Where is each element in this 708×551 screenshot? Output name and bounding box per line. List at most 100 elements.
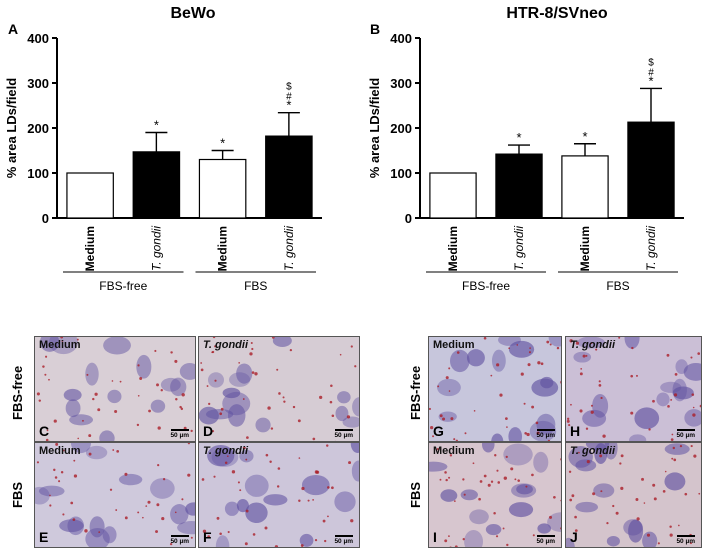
lipid-droplet: [214, 345, 217, 348]
cell-nucleus: [660, 381, 682, 393]
bar: [66, 172, 114, 219]
lipid-droplet: [252, 533, 256, 536]
x-tick-label: Medium: [83, 226, 97, 271]
lipid-droplet: [160, 389, 163, 392]
cell-nucleus: [263, 494, 288, 506]
lipid-droplet: [527, 363, 531, 367]
lipid-droplet: [590, 404, 593, 407]
charts-svg: A BeWo % area LDs/field 0 100 200 300 400 Medium…: [4, 5, 684, 293]
chart-title: HTR-8/SVneo: [506, 5, 608, 22]
lipid-droplet: [94, 392, 98, 396]
micrograph-label: T. gondii: [203, 339, 249, 351]
lipid-droplet: [549, 515, 553, 519]
lipid-droplet: [652, 483, 656, 487]
lipid-droplet: [579, 372, 583, 376]
lipid-droplet: [322, 519, 326, 523]
y-tick-label: 100: [390, 166, 412, 181]
lipid-droplet: [350, 345, 353, 348]
lipid-droplet: [479, 480, 483, 483]
micrograph-label: T. gondii: [570, 445, 616, 457]
lipid-droplet: [671, 457, 674, 460]
lipid-droplet: [692, 406, 695, 409]
scale-bar: [335, 429, 353, 431]
lipid-droplet: [439, 414, 443, 418]
lipid-droplet: [55, 443, 59, 446]
lipid-droplet: [156, 503, 160, 507]
lipid-droplet: [216, 516, 220, 520]
row-label-right-fbs-free: FBS-free: [408, 365, 423, 420]
lipid-droplet: [453, 438, 456, 441]
cell-nucleus: [429, 461, 448, 472]
lipid-droplet: [630, 411, 634, 415]
cell-nucleus: [533, 451, 549, 473]
significance-mark: *: [582, 129, 587, 144]
lipid-droplet: [53, 468, 56, 472]
cell-nucleus: [503, 443, 533, 466]
cell-nucleus: [516, 484, 533, 495]
cell-nucleus: [224, 501, 240, 516]
lipid-droplet: [314, 538, 318, 542]
lipid-droplet: [124, 516, 128, 520]
lipid-droplet: [536, 431, 540, 435]
lipid-droplet: [180, 407, 184, 411]
lipid-droplet: [354, 365, 357, 368]
cell-nucleus: [107, 389, 122, 404]
lipid-droplet: [242, 398, 245, 400]
cell-nucleus: [672, 386, 694, 400]
micrograph-texture: [566, 337, 701, 441]
lipid-droplet: [190, 429, 193, 433]
bar: [561, 155, 609, 219]
cell-nucleus: [656, 392, 670, 407]
cell-nucleus: [629, 434, 647, 441]
row-label-right-fbs: FBS: [408, 482, 423, 508]
lipid-droplet: [312, 437, 316, 441]
cell-nucleus: [342, 416, 359, 428]
lipid-droplet: [582, 354, 586, 358]
lipid-droplet: [490, 480, 494, 483]
cell-nucleus: [548, 337, 561, 347]
cell-nucleus: [170, 504, 189, 525]
cell-nucleus: [575, 501, 598, 513]
lipid-droplet: [648, 428, 651, 431]
cell-nucleus: [177, 521, 195, 535]
lipid-droplet: [566, 419, 570, 423]
cell-nucleus: [160, 377, 181, 392]
micrograph-texture: [429, 337, 561, 441]
lipid-droplet: [487, 483, 491, 487]
lipid-droplet: [525, 485, 528, 488]
lipid-droplet: [98, 531, 101, 534]
lipid-droplet: [174, 359, 178, 363]
lipid-droplet: [38, 399, 41, 402]
y-tick-label: 300: [27, 76, 49, 91]
cell-nucleus: [464, 529, 484, 547]
lipid-droplet: [560, 380, 561, 384]
lipid-droplet: [569, 339, 573, 343]
lipid-droplet: [142, 516, 144, 519]
lipid-droplet: [190, 536, 193, 539]
lipid-droplet: [615, 511, 619, 515]
significance-mark: *: [648, 73, 653, 88]
lipid-droplet: [327, 486, 330, 489]
cell-nucleus: [485, 524, 502, 536]
cell-nucleus: [70, 443, 92, 454]
lipid-droplet: [455, 439, 458, 441]
lipid-droplet: [448, 390, 451, 392]
lipid-droplet: [224, 461, 228, 464]
lipid-droplet: [619, 462, 622, 465]
lipid-droplet: [312, 498, 315, 501]
lipid-droplet: [620, 486, 624, 490]
lipid-droplet: [114, 409, 118, 414]
cell-nucleus: [350, 443, 359, 454]
lipid-droplet: [298, 499, 301, 502]
lipid-droplet: [490, 374, 493, 377]
lipid-droplet: [329, 400, 333, 404]
panel-letter: A: [8, 21, 18, 37]
cell-nucleus: [272, 337, 292, 348]
cell-nucleus: [466, 349, 485, 367]
lipid-droplet: [520, 372, 524, 376]
lipid-droplet: [271, 337, 275, 339]
lipid-droplet: [673, 393, 678, 397]
lipid-droplet: [677, 524, 680, 527]
lipid-droplet: [136, 423, 140, 427]
lipid-droplet: [463, 493, 466, 496]
